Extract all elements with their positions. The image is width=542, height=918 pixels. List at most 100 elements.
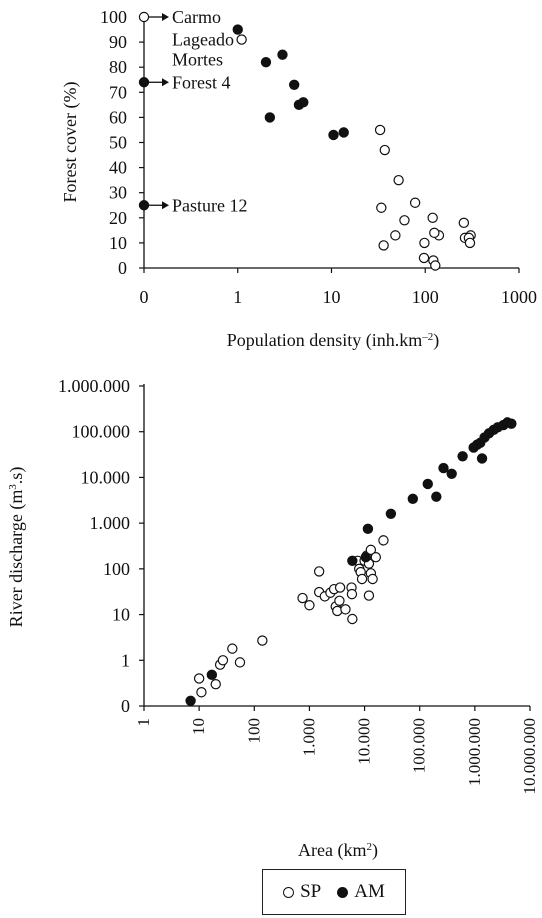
data-point-sp (429, 227, 440, 239)
data-point-sp (378, 535, 389, 546)
data-point-am (264, 112, 276, 123)
data-point-sp (378, 240, 389, 251)
data-point-sp (370, 551, 382, 563)
data-point-sp (193, 673, 205, 684)
x-axis-title: Population density (inh.km–2) (227, 330, 440, 351)
x-tick-label-10: 10 (323, 287, 341, 307)
annotation-mortes: Mortes (172, 50, 223, 70)
data-point-sp (464, 237, 476, 249)
data-point-sp (334, 582, 346, 593)
data-point-am (438, 462, 449, 474)
legend-label-am: AM (354, 881, 385, 902)
data-point-sp (374, 124, 386, 136)
y-axis-title: Forest cover (%) (60, 82, 81, 203)
y-tick-label: 1.000 (90, 513, 131, 533)
data-point-sp (365, 544, 377, 556)
data-point-sp (379, 144, 390, 156)
y-tick-label: 10 (112, 605, 130, 625)
data-point-sp (347, 613, 358, 625)
data-point-sp (356, 573, 368, 585)
data-point-am (138, 200, 150, 211)
legend-label-sp: SP (300, 881, 322, 902)
data-point-sp (430, 260, 441, 271)
data-point-sp (418, 252, 430, 264)
data-point-am (260, 56, 272, 68)
annotation-arrow-head (162, 13, 169, 21)
x-tick-label: 100.000 (410, 718, 429, 773)
data-point-am (476, 453, 488, 464)
legend-item-am: AM (337, 881, 385, 903)
annotation-pasture-12: Pasture 12 (172, 195, 248, 215)
y-tick-label: 0 (121, 696, 130, 716)
data-point-am (360, 551, 371, 563)
data-point-am (506, 418, 517, 429)
data-point-sp (304, 600, 315, 611)
y-tick-label-100: 100 (100, 7, 127, 27)
x-tick-label-1: 1 (233, 287, 242, 307)
data-point-sp (334, 595, 345, 607)
x-tick-label-1000: 1000 (501, 287, 537, 307)
annotation-arrow-head (162, 201, 169, 210)
x-axis-title: Area (km2) (298, 840, 378, 861)
data-point-sp (367, 573, 378, 585)
data-point-sp (458, 217, 470, 229)
data-point-sp (257, 635, 268, 646)
data-point-am (185, 695, 196, 706)
data-point-am (431, 491, 442, 502)
x-tick-label: 1 (134, 718, 153, 727)
y-tick-label-80: 80 (109, 57, 127, 77)
data-point-sp (376, 202, 387, 213)
data-point-am (138, 77, 150, 88)
y-tick-label: 100 (103, 559, 130, 579)
y-tick-label-0: 0 (118, 258, 127, 278)
data-point-am (288, 79, 300, 90)
data-point-sp (409, 197, 421, 208)
annotation-lageado: Lageado (172, 30, 234, 50)
data-point-am (328, 129, 339, 141)
data-point-sp (427, 212, 438, 223)
y-tick-label-60: 60 (109, 107, 127, 127)
y-tick-label-70: 70 (109, 82, 127, 102)
data-point-sp (227, 643, 238, 654)
y-axis-title: River discharge (m3.s) (6, 467, 27, 628)
data-point-am (298, 97, 309, 108)
data-point-sp (236, 34, 247, 45)
x-tick-label: 1.000 (299, 718, 318, 756)
data-point-am (446, 468, 457, 480)
data-point-sp (217, 655, 229, 666)
data-point-am (457, 451, 468, 462)
y-tick-label-90: 90 (109, 32, 127, 52)
y-tick-label-20: 20 (109, 208, 127, 228)
x-tick-label: 1.000.000 (465, 718, 484, 786)
y-tick-label: 1 (121, 650, 130, 670)
y-tick-label-10: 10 (109, 233, 127, 253)
data-point-sp (340, 604, 351, 615)
y-tick-label: 1.000.000 (58, 376, 130, 396)
data-point-am (407, 493, 419, 505)
x-tick-label: 10 (189, 718, 208, 735)
y-tick-label-50: 50 (109, 133, 127, 153)
legend-marker-filled-circle (337, 886, 349, 898)
x-tick-label: 10.000.000 (520, 718, 539, 795)
data-point-sp (138, 11, 150, 23)
data-point-sp (346, 588, 358, 600)
annotation-carmo: Carmo (172, 7, 221, 27)
x-tick-label-0: 0 (140, 287, 149, 307)
data-point-sp (313, 566, 325, 577)
data-point-sp (234, 657, 246, 668)
data-point-sp (297, 592, 308, 604)
legend-marker-open-circle (283, 886, 295, 898)
data-point-am (232, 24, 243, 35)
data-point-am (206, 669, 218, 681)
data-point-sp (390, 230, 401, 241)
annotation-forest-4: Forest 4 (172, 72, 231, 92)
data-point-am (347, 555, 358, 567)
data-point-sp (399, 215, 410, 226)
y-tick-label-30: 30 (109, 183, 127, 203)
data-point-sp (363, 590, 375, 601)
data-point-sp (419, 237, 430, 249)
annotation-arrow-head (162, 78, 169, 87)
data-point-sp (210, 678, 221, 690)
